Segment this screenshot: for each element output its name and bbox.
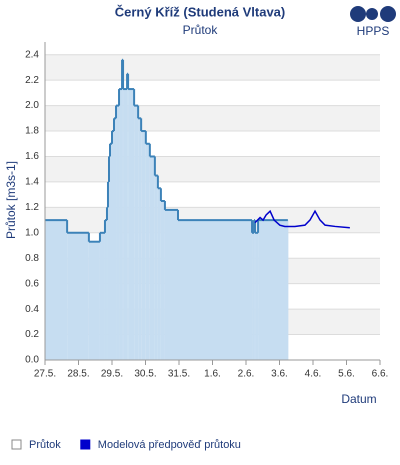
area-segment: [128, 89, 135, 361]
area-segment: [119, 89, 123, 361]
area-segment: [67, 232, 89, 360]
y-tick-label: 0.4: [25, 304, 39, 315]
chart-subtitle: Průtok: [183, 23, 219, 37]
y-tick-label: 2.2: [25, 75, 39, 86]
area-segment: [145, 143, 150, 360]
x-tick-label: 29.5.: [101, 369, 123, 380]
area-segment: [252, 232, 255, 360]
x-tick-label: 6.6.: [372, 369, 389, 380]
area-segment: [258, 220, 288, 360]
area-segment: [112, 131, 115, 360]
y-tick-label: 2.4: [25, 49, 39, 60]
legend-label: Modelová předpověď průtoku: [98, 439, 241, 451]
area-segment: [99, 232, 105, 360]
area-segment: [127, 73, 129, 361]
area-segment: [114, 118, 117, 360]
area-segment: [122, 59, 124, 361]
x-tick-label: 1.6.: [204, 369, 221, 380]
grid-band: [45, 156, 380, 182]
logo-circle: [350, 6, 366, 22]
legend-swatch: [11, 439, 22, 450]
x-tick-label: 5.6.: [338, 369, 355, 380]
area-segment: [154, 175, 158, 360]
area-segment: [88, 241, 100, 360]
x-tick-label: 4.6.: [305, 369, 322, 380]
area-segment: [254, 220, 256, 360]
area-segment: [157, 188, 161, 360]
y-tick-label: 2.0: [25, 100, 39, 111]
area-segment: [116, 105, 120, 360]
x-tick-label: 30.5.: [134, 369, 156, 380]
grid-band: [45, 105, 380, 132]
area-segment: [108, 156, 110, 360]
y-axis-label: Průtok [m3s-1]: [4, 161, 18, 239]
area-segment: [149, 156, 155, 360]
x-tick-label: 3.6.: [271, 369, 288, 380]
x-tick-label: 2.6.: [238, 369, 255, 380]
logo-circle: [380, 6, 396, 22]
area-segment: [160, 201, 165, 360]
area-segment: [104, 220, 107, 360]
logo-circle: [366, 8, 378, 20]
y-tick-label: 0.0: [25, 355, 39, 366]
area-segment: [255, 232, 259, 360]
logo-text: HPPS: [357, 24, 390, 38]
area-segment: [177, 220, 253, 360]
y-tick-label: 1.8: [25, 126, 39, 137]
y-tick-label: 0.2: [25, 329, 39, 340]
area-segment: [123, 89, 128, 361]
area-segment: [107, 181, 109, 360]
forecast-line: [254, 209, 350, 229]
area-segment: [141, 131, 146, 360]
y-tick-label: 0.8: [25, 253, 39, 264]
area-segment: [138, 118, 142, 360]
area-segment: [134, 105, 139, 360]
x-tick-label: 31.5.: [168, 369, 190, 380]
y-tick-label: 1.0: [25, 227, 39, 238]
y-tick-label: 0.6: [25, 278, 39, 289]
area-segment: [45, 220, 68, 360]
legend-swatch: [80, 439, 91, 450]
area-segment: [106, 207, 108, 360]
grid-band: [45, 54, 380, 81]
y-tick-label: 1.6: [25, 151, 39, 162]
area-segment: [164, 209, 178, 360]
x-tick-label: 28.5.: [67, 369, 89, 380]
logo: HPPS: [350, 6, 396, 38]
legend: Průtok Modelová předpověď průtoku: [11, 439, 241, 451]
legend-label: Průtok: [29, 439, 61, 451]
y-tick-label: 1.4: [25, 177, 39, 188]
y-tick-label: 1.2: [25, 202, 39, 213]
chart-title: Černý Kříž (Studená Vltava): [115, 4, 286, 19]
x-axis-label: Datum: [341, 392, 376, 406]
x-tick-label: 27.5.: [34, 369, 56, 380]
area-segment: [109, 143, 112, 360]
